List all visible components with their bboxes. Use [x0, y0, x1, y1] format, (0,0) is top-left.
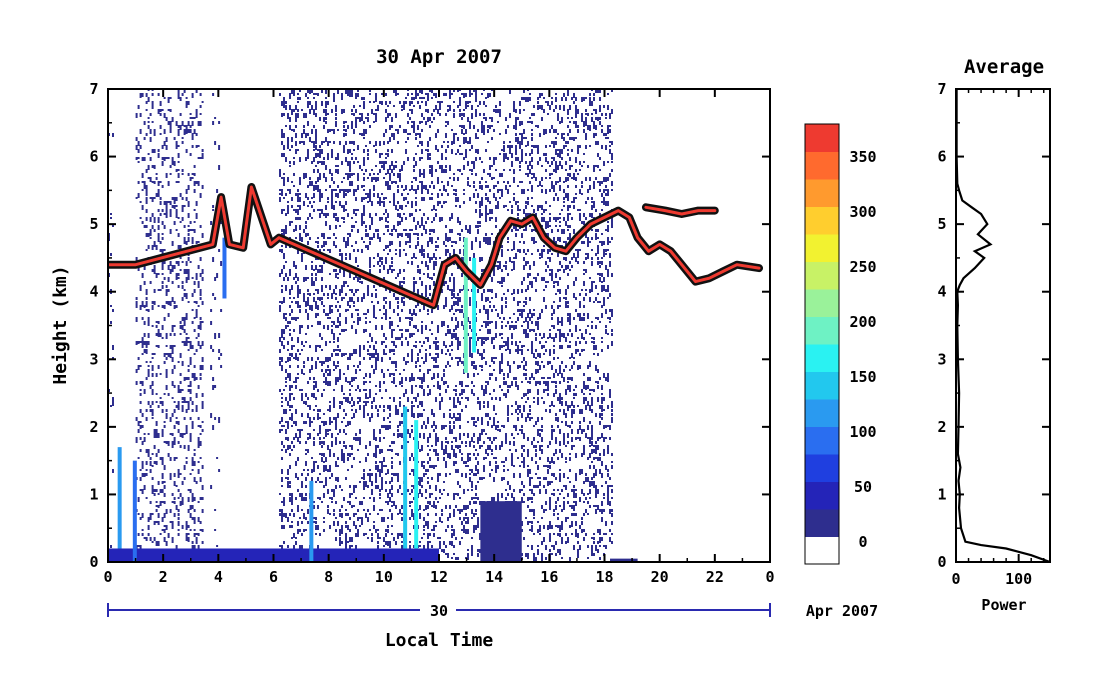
surface-trace [610, 558, 638, 562]
main-x-tick-label: 0 [765, 568, 774, 586]
noise-speckles [108, 89, 613, 562]
echo-streak [309, 480, 314, 562]
average-x-tick-label: 100 [1005, 570, 1032, 588]
boundary-echo [480, 501, 522, 562]
average-title: Average [964, 56, 1044, 78]
echo-streak [403, 406, 408, 549]
colorbar-cell [805, 426, 839, 455]
colorbar-cell [805, 399, 839, 427]
average-x-ticks: 0 100 [951, 89, 1045, 588]
main-x-tick-label: 12 [430, 568, 448, 586]
echo-streak [117, 447, 122, 549]
colorbar-tick-label: 300 [849, 203, 876, 221]
main-y-tick-label: 0 [89, 553, 98, 571]
echo-streak [222, 237, 227, 299]
main-y-tick-label: 4 [89, 283, 98, 301]
colorbar-cell [805, 179, 839, 207]
date-bar-label-bg [420, 601, 456, 619]
colorbar-cell [805, 316, 839, 345]
colorbar-tick-label: 50 [854, 478, 872, 496]
colorbar-cell [805, 536, 839, 565]
main-x-tick-label: 16 [540, 568, 558, 586]
average-y-tick-label: 4 [937, 283, 946, 301]
colorbar-cell [805, 151, 839, 180]
main-y-tick-label: 3 [89, 350, 98, 368]
colorbar-ticks: 0 50 100 150 200 250 300 350 [849, 148, 876, 551]
main-x-tick-label: 8 [324, 568, 333, 586]
cloud-core [108, 185, 761, 307]
main-y-ticks: 0 1 2 3 4 5 6 7 [89, 80, 770, 571]
average-y-tick-label: 0 [937, 553, 946, 571]
average-profile-line [956, 89, 1050, 562]
average-y-tick-label: 7 [937, 80, 946, 98]
colorbar-cell [805, 454, 839, 482]
main-x-tick-label: 10 [375, 568, 393, 586]
colorbar-cell [805, 289, 839, 317]
average-frame [955, 88, 1051, 563]
echo-streak [463, 237, 468, 373]
echo-streak [472, 257, 477, 353]
main-x-label: Local Time [385, 630, 494, 651]
main-panel: 30 Apr 2007 0 2 4 6 8 10 12 14 16 18 20 22 0 0123456… [50, 46, 775, 586]
main-x-tick-label: 0 [103, 568, 112, 586]
average-y-tick-label: 6 [937, 148, 946, 166]
colorbar-frame [804, 123, 840, 565]
colorbar-tick-label: 350 [849, 148, 876, 166]
average-y-ticks: 0 1 2 3 4 5 6 7 [937, 80, 1050, 571]
main-x-tick-label: 6 [269, 568, 278, 586]
average-x-label: Power [981, 596, 1026, 614]
main-x-tick-label: 14 [485, 568, 503, 586]
colorbar-tick-label: 200 [849, 313, 876, 331]
colorbar-cell [805, 206, 839, 235]
colorbar-tick-label: 0 [858, 533, 867, 551]
main-y-tick-label: 5 [89, 215, 98, 233]
main-x-tick-label: 18 [595, 568, 613, 586]
average-panel: Average 0 100 0 1 2 3 4 5 6 7 Power [937, 56, 1051, 614]
main-y-tick-label: 7 [89, 80, 98, 98]
colorbar: 0 50 100 150 200 250 300 350 [804, 123, 877, 565]
average-y-tick-label: 2 [937, 418, 946, 436]
cloud-core [644, 205, 717, 216]
main-y-tick-label: 1 [89, 485, 98, 503]
colorbar-tick-label: 100 [849, 423, 876, 441]
average-x-tick-label: 0 [951, 570, 960, 588]
colorbar-tick-label: 150 [849, 368, 876, 386]
colorbar-cell [805, 234, 839, 262]
average-y-tick-label: 3 [937, 350, 946, 368]
main-x-tick-label: 2 [159, 568, 168, 586]
date-bar: 30 Apr 2007 Local Time [107, 601, 878, 651]
noise-field [108, 89, 613, 562]
colorbar-tick-label: 250 [849, 258, 876, 276]
colorbar-cells [805, 124, 839, 565]
echo-streak [132, 460, 137, 562]
average-y-tick-label: 5 [937, 215, 946, 233]
date-bar-month: Apr 2007 [806, 602, 878, 620]
main-x-tick-label: 4 [214, 568, 223, 586]
main-y-tick-label: 2 [89, 418, 98, 436]
echo-streak [414, 420, 419, 549]
main-y-label: Height (km) [50, 265, 71, 384]
colorbar-cell [805, 124, 839, 152]
colorbar-cell [805, 509, 839, 537]
main-title: 30 Apr 2007 [376, 46, 502, 68]
main-x-tick-label: 22 [706, 568, 724, 586]
colorbar-cell [805, 344, 839, 372]
average-y-tick-label: 1 [937, 485, 946, 503]
colorbar-cell [805, 481, 839, 510]
colorbar-cell [805, 261, 839, 290]
date-bar-day: 30 [430, 602, 448, 620]
colorbar-cell [805, 371, 839, 400]
main-x-ticks: 0 2 4 6 8 10 12 14 16 18 20 22 0 [103, 89, 775, 586]
main-y-tick-label: 6 [89, 148, 98, 166]
main-x-tick-label: 20 [651, 568, 669, 586]
